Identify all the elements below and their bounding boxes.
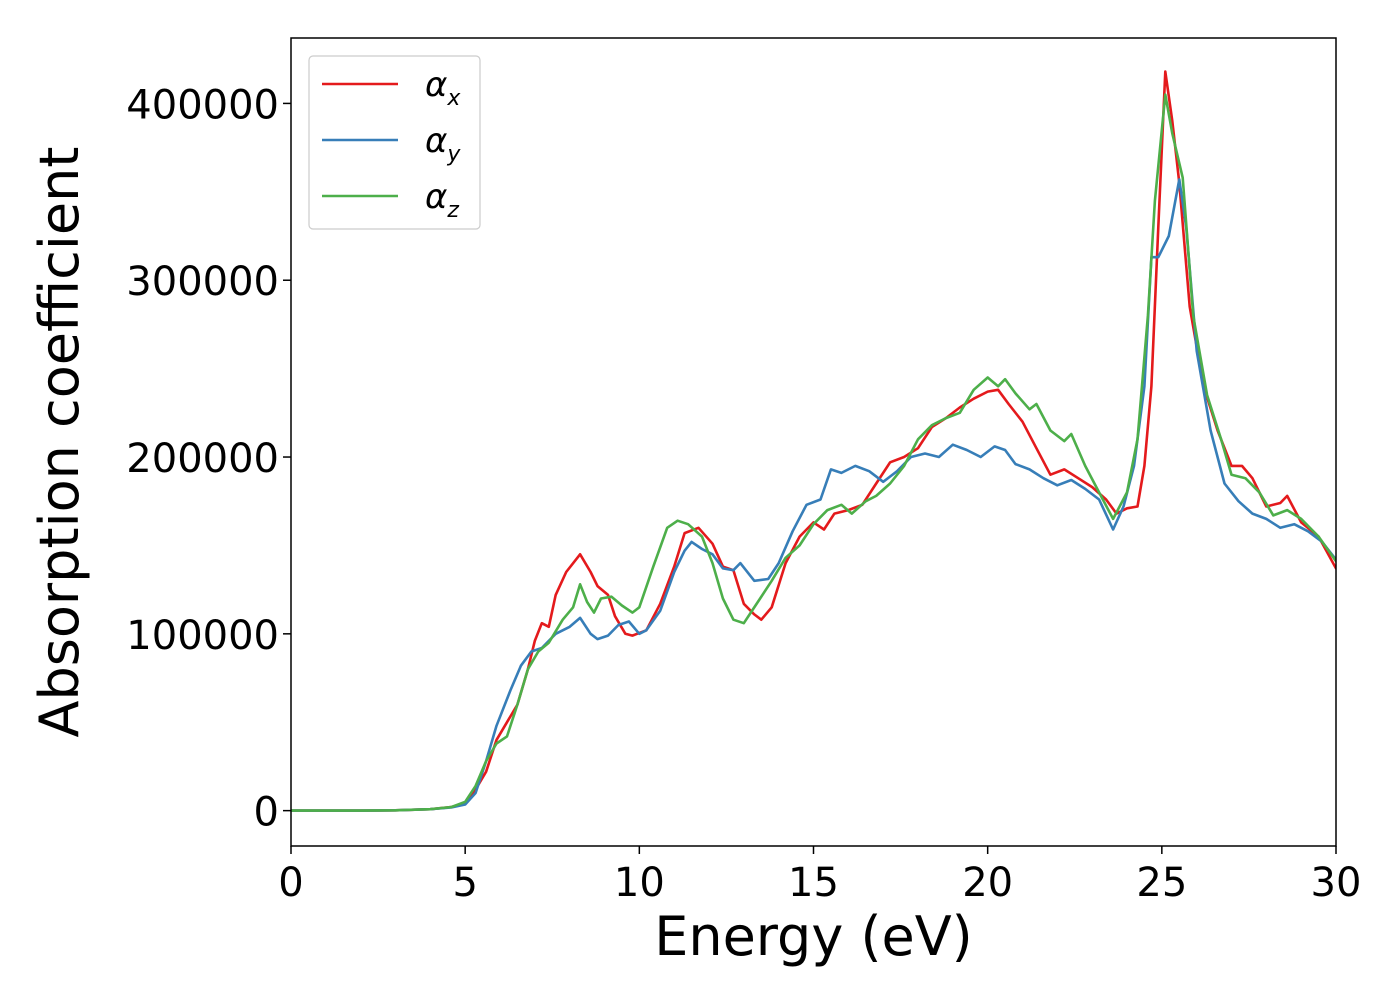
legend-box xyxy=(308,55,481,230)
y-tick-label: 300000 xyxy=(126,259,279,305)
y-tick-label: 400000 xyxy=(126,82,279,128)
x-tick-label: 15 xyxy=(788,860,839,906)
y-tick-label: 200000 xyxy=(126,436,279,482)
legend-item-z: αz xyxy=(322,177,459,223)
x-tick-label: 20 xyxy=(962,860,1013,906)
series-line-y xyxy=(291,178,1336,812)
y-axis-title: Absorption coefficient xyxy=(28,147,91,738)
x-tick-label: 0 xyxy=(278,860,303,906)
legend: αx αy αz xyxy=(308,55,481,230)
x-tick-label: 10 xyxy=(614,860,665,906)
legend-item-x: αx xyxy=(322,65,461,111)
series-lines xyxy=(291,70,1336,812)
legend-label: αz xyxy=(425,177,459,223)
legend-item-y: αy xyxy=(322,121,461,167)
legend-label: αy xyxy=(425,121,461,167)
x-axis-title: Energy (eV) xyxy=(654,905,973,968)
x-tick-label: 30 xyxy=(1311,860,1362,906)
y-tick-label: 100000 xyxy=(126,613,279,659)
y-tick-label: 0 xyxy=(254,790,279,836)
axis-ticks: 0 5 10 15 20 25 30 0 100000 200000 300000 400000 xyxy=(126,82,1361,906)
series-line-x xyxy=(291,70,1336,812)
x-tick-label: 25 xyxy=(1136,860,1187,906)
x-tick-label: 5 xyxy=(452,860,477,906)
series-line-z xyxy=(291,93,1336,812)
legend-label: αx xyxy=(425,65,461,111)
